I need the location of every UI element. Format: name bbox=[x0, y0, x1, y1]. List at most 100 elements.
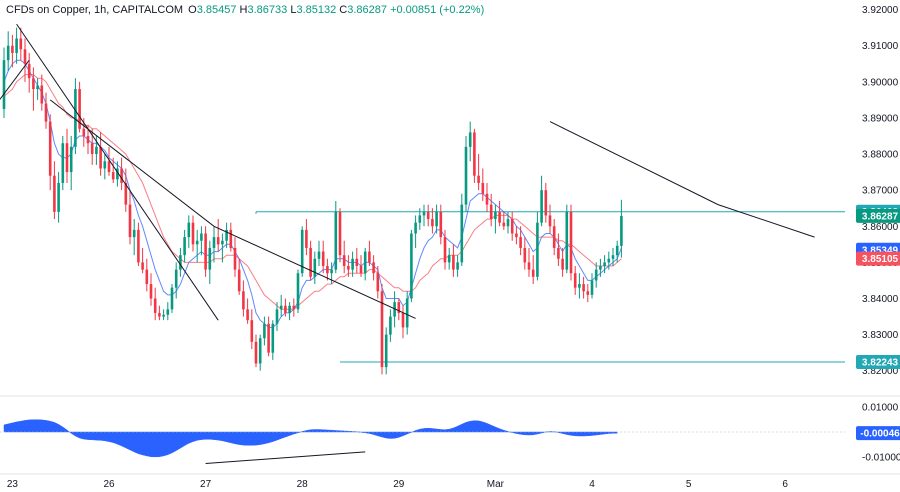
candle-body bbox=[502, 222, 506, 227]
candle-body bbox=[288, 305, 291, 313]
candle-body bbox=[57, 182, 60, 212]
high-label: H bbox=[239, 4, 248, 16]
candle-body bbox=[166, 309, 170, 315]
candle-body bbox=[40, 85, 44, 104]
candle-body bbox=[452, 255, 455, 270]
candle-body bbox=[527, 262, 531, 270]
candle-body bbox=[153, 298, 157, 313]
candle-body bbox=[149, 284, 153, 299]
candle-body bbox=[531, 269, 535, 277]
candle-body bbox=[603, 262, 606, 266]
candle-body bbox=[435, 211, 438, 227]
candle-body bbox=[242, 291, 245, 310]
candle-body bbox=[120, 168, 123, 183]
candle-body bbox=[363, 251, 367, 274]
symbol-title: CFDs on Copper, 1h, CAPITALCOM bbox=[6, 4, 184, 16]
candle-body bbox=[141, 262, 144, 270]
osc-axis-tick-label: 0.01000 bbox=[862, 402, 899, 413]
candle-body bbox=[246, 309, 249, 321]
candle-body bbox=[510, 219, 514, 234]
candle-body bbox=[519, 237, 522, 248]
open-label: O bbox=[188, 4, 197, 16]
candle-body bbox=[594, 269, 598, 281]
trendline bbox=[49, 99, 416, 319]
candle-body bbox=[418, 215, 422, 223]
candle-body bbox=[573, 273, 577, 288]
x-axis-tick-label: Mar bbox=[487, 479, 505, 490]
candle-body bbox=[460, 204, 464, 263]
candle-body bbox=[86, 136, 90, 144]
candle-body bbox=[426, 211, 430, 220]
candle-body bbox=[292, 305, 296, 310]
x-axis-tick-label: 27 bbox=[200, 479, 212, 490]
candle-body bbox=[380, 291, 384, 368]
oscillator-divergence-line bbox=[205, 451, 366, 464]
candle-body bbox=[82, 128, 86, 136]
candle-body bbox=[212, 237, 216, 248]
price-tag-label: 3.86287 bbox=[862, 211, 899, 222]
candle-body bbox=[162, 314, 165, 317]
candle-body bbox=[61, 143, 65, 183]
candle-body bbox=[284, 305, 287, 313]
candle-body bbox=[515, 233, 518, 238]
candle-body bbox=[389, 316, 392, 335]
y-axis-tick-label: 3.84000 bbox=[862, 294, 899, 305]
slow-moving-average-line bbox=[3, 74, 622, 310]
price-tag bbox=[856, 354, 900, 369]
candle-body bbox=[137, 229, 140, 263]
y-axis-tick-label: 3.87000 bbox=[862, 186, 899, 197]
y-axis-tick-label: 3.89000 bbox=[862, 113, 899, 124]
candle-body bbox=[254, 341, 258, 364]
osc-axis-tick-label: -0.01000 bbox=[862, 453, 900, 464]
candle-body bbox=[95, 146, 98, 155]
price-tag-label: 3.82243 bbox=[862, 357, 899, 368]
trendline bbox=[0, 59, 30, 101]
candle-body bbox=[477, 175, 480, 183]
candle-body bbox=[132, 229, 136, 238]
candle-body bbox=[103, 161, 107, 169]
y-axis-tick-label: 3.86000 bbox=[862, 222, 899, 233]
candle-body bbox=[200, 233, 203, 241]
candle-body bbox=[204, 233, 207, 270]
oscillator-value-tag bbox=[856, 426, 900, 441]
candle-body bbox=[607, 258, 611, 263]
price-tag-label: 3.85105 bbox=[862, 254, 899, 265]
candle-body bbox=[90, 143, 94, 155]
candle-body bbox=[326, 266, 329, 274]
candle-body bbox=[338, 211, 342, 256]
candle-body bbox=[216, 237, 220, 245]
candle-body bbox=[443, 237, 447, 263]
candle-body bbox=[569, 211, 573, 274]
trendline bbox=[16, 23, 219, 321]
candle-body bbox=[405, 298, 409, 328]
x-axis-tick-label: 5 bbox=[686, 479, 692, 490]
candle-body bbox=[300, 229, 304, 274]
candle-body bbox=[279, 305, 283, 310]
candle-body bbox=[19, 38, 23, 50]
price-tag bbox=[856, 251, 900, 266]
candle-body bbox=[422, 211, 426, 216]
candle-body bbox=[27, 63, 31, 79]
candle-body bbox=[552, 226, 556, 248]
candle-body bbox=[78, 89, 81, 129]
low-value: 3.85132 bbox=[296, 4, 337, 16]
candle-body bbox=[107, 161, 111, 173]
candle-body bbox=[540, 190, 543, 223]
candle-body bbox=[347, 266, 350, 270]
candle-body bbox=[313, 258, 317, 277]
candle-body bbox=[15, 38, 18, 53]
candle-body bbox=[44, 103, 48, 122]
candle-body bbox=[23, 49, 27, 64]
candle-body bbox=[191, 222, 195, 245]
candle-body bbox=[590, 280, 594, 295]
candle-body bbox=[99, 146, 102, 169]
candle-body bbox=[464, 146, 468, 205]
x-axis-tick-label: 26 bbox=[103, 479, 115, 490]
candle-body bbox=[195, 240, 199, 245]
candle-body bbox=[498, 211, 501, 223]
candle-body bbox=[384, 334, 388, 368]
candle-body bbox=[179, 255, 182, 270]
candle-body bbox=[410, 233, 413, 299]
price-tag-label: 3.85349 bbox=[862, 245, 899, 256]
